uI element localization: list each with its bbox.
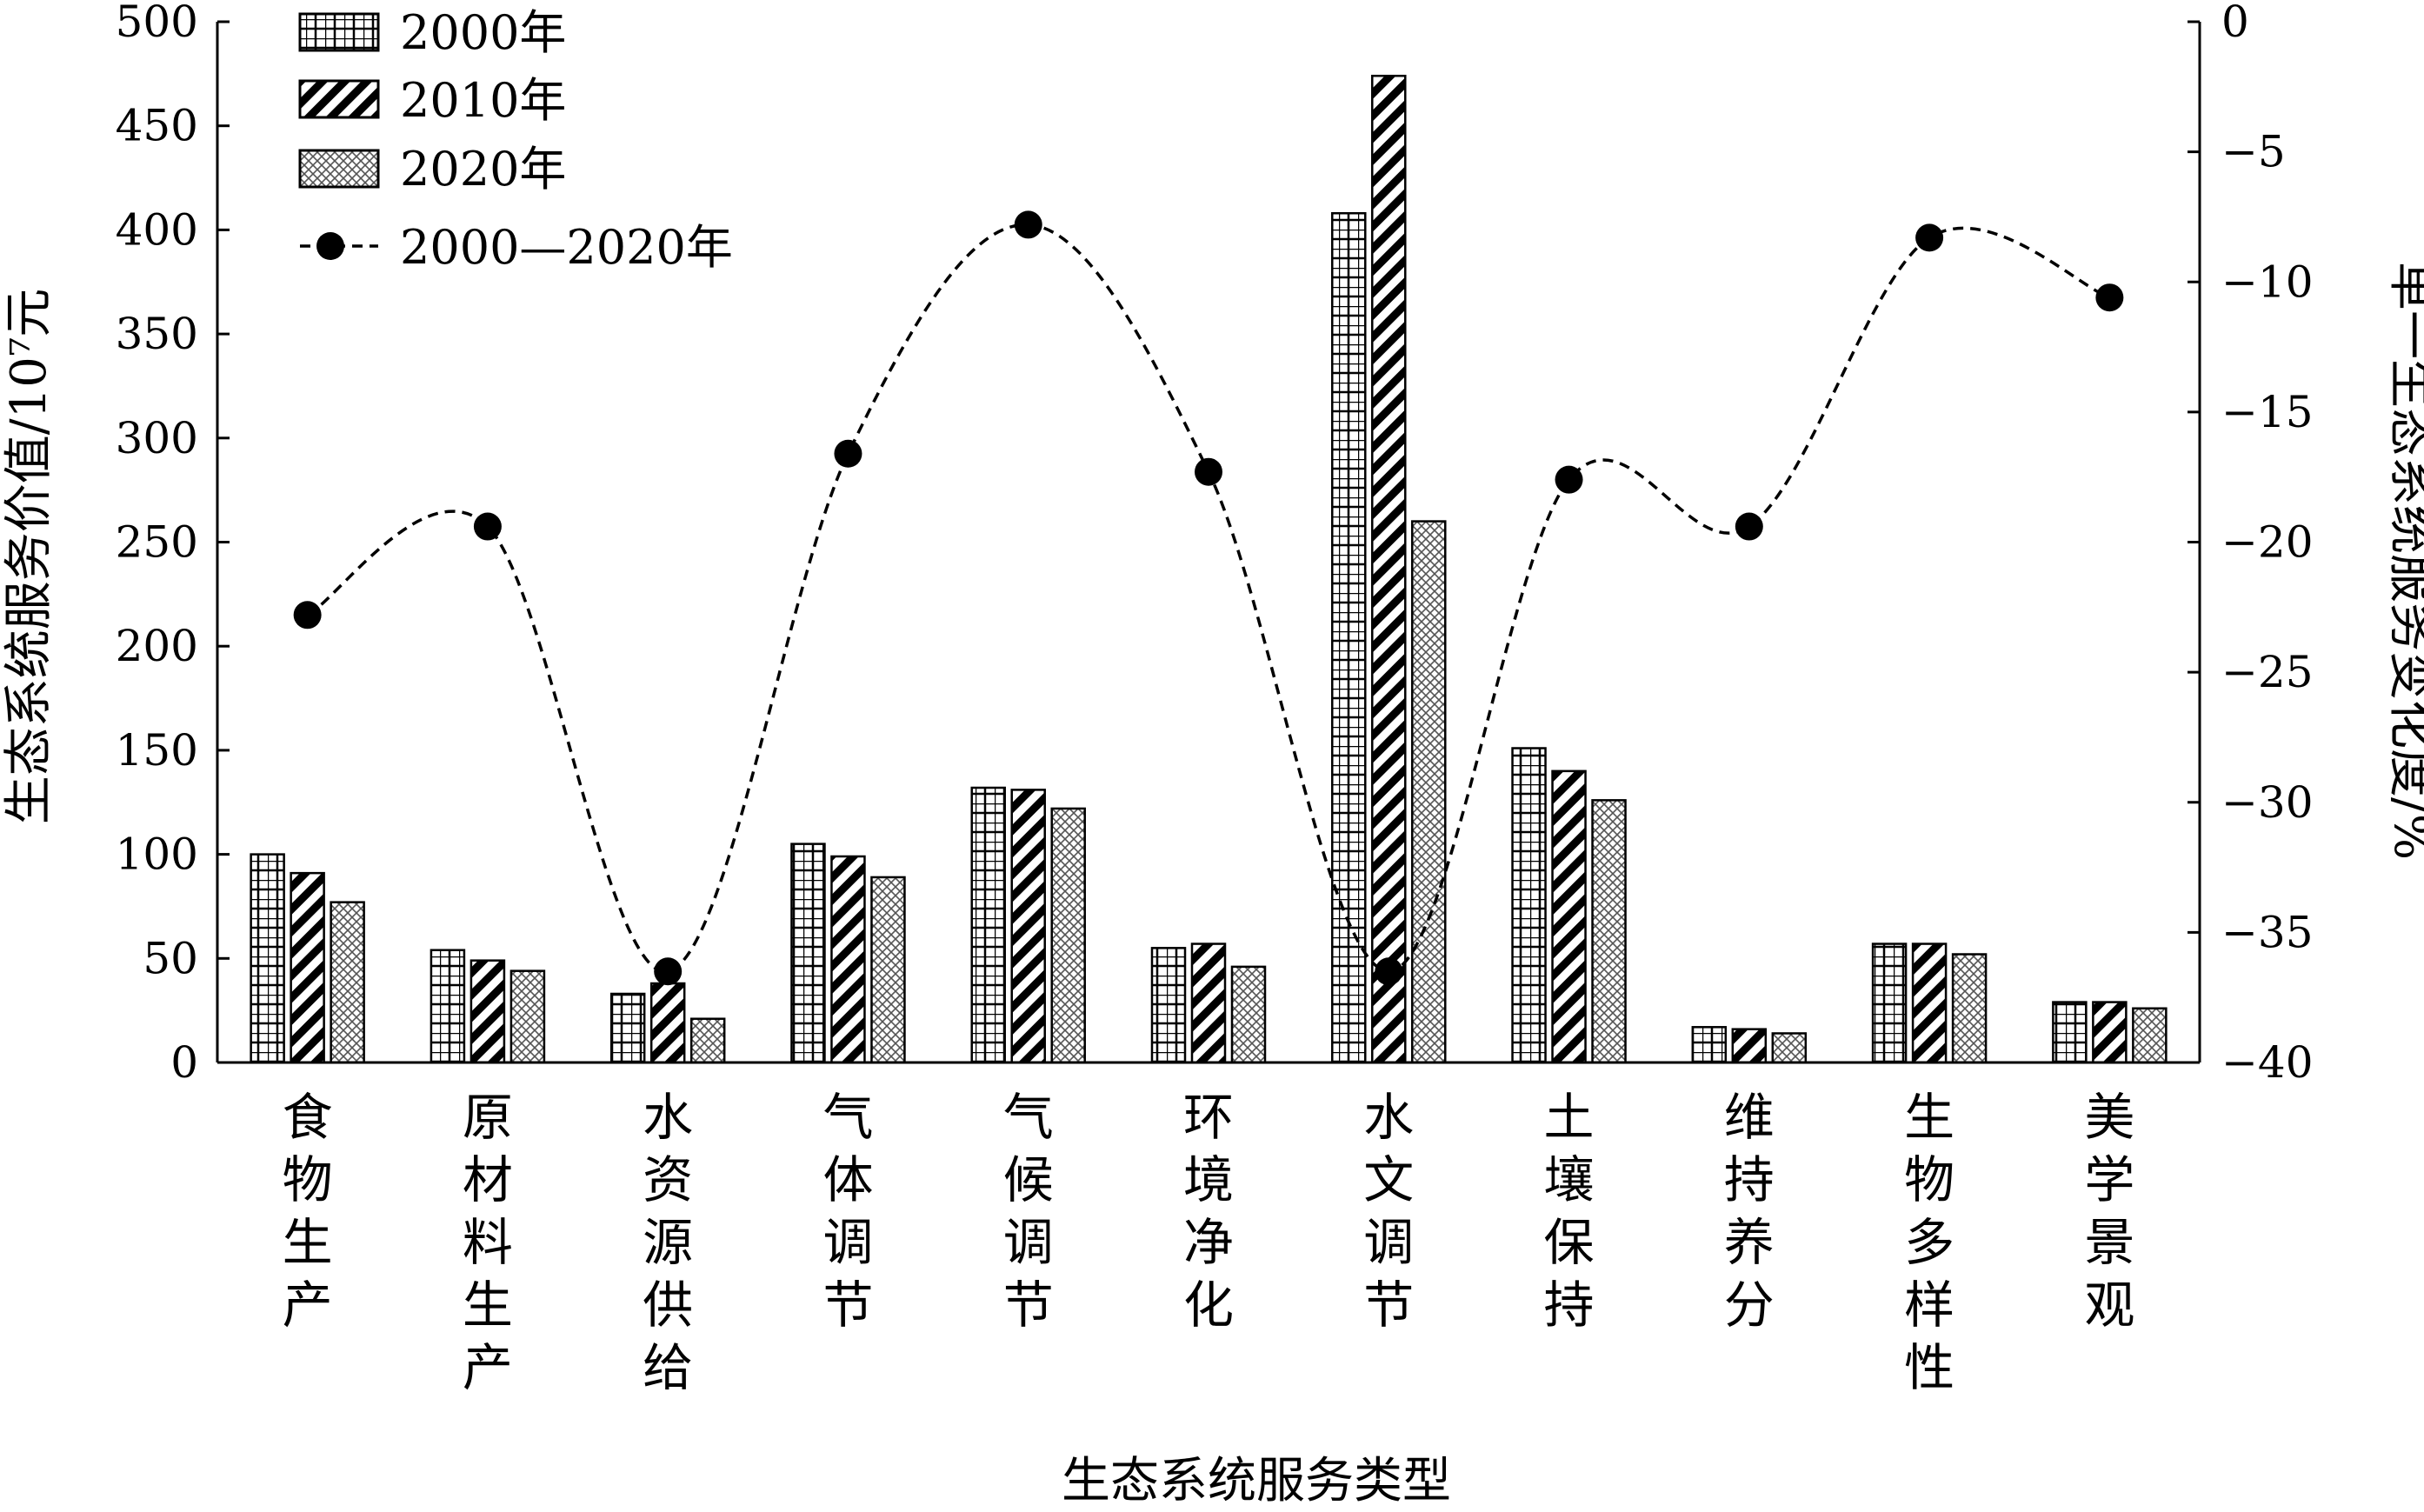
x-axis: 食物生产 原材料生产 水资源供给 气体调节 气候调节 环境净化 水文调节 土壤保持 维持养分 生物… <box>217 1061 2200 1397</box>
change-line-point <box>1375 957 1403 986</box>
x-category-label: 气体调节 <box>822 1088 873 1335</box>
left-tick-label: 150 <box>116 725 198 776</box>
legend-item-change: 2000—2020年 <box>300 220 733 275</box>
bar-2020年 <box>2132 1007 2168 1064</box>
left-tick-label: 450 <box>116 101 198 151</box>
left-tick-label: 0 <box>170 1037 198 1088</box>
left-tick-label: 350 <box>116 309 198 359</box>
legend-label-change: 2000—2020年 <box>400 220 733 275</box>
left-tick-label: 300 <box>116 413 198 463</box>
bar-2000年 <box>1691 1026 1728 1064</box>
right-tick-label: −5 <box>2221 127 2286 177</box>
change-line-path <box>306 223 2110 974</box>
bar-2000年 <box>609 992 646 1064</box>
x-category-label: 原材料生产 <box>463 1088 513 1397</box>
bar-2020年 <box>1411 520 1447 1064</box>
left-tick-label: 100 <box>116 829 198 880</box>
right-tick-label: −40 <box>2221 1037 2314 1088</box>
bar-2010年 <box>2092 1001 2128 1064</box>
bar-2000年 <box>790 843 826 1064</box>
x-category-label: 气候调节 <box>1003 1088 1054 1335</box>
bar-2000年 <box>1150 947 1187 1064</box>
change-line-point <box>473 512 502 541</box>
change-line-point <box>654 957 683 986</box>
right-tick-label: 0 <box>2221 0 2249 47</box>
x-category-label: 环境净化 <box>1183 1088 1234 1335</box>
change-line-point <box>1014 210 1042 239</box>
legend-label-2000: 2000年 <box>400 5 566 60</box>
bar-2000年 <box>1511 747 1547 1064</box>
right-tick-label: −25 <box>2221 647 2314 697</box>
change-line-point <box>1735 512 1763 541</box>
legend: 2000年 2010年 2020年 2000—2020年 <box>298 5 733 275</box>
change-line-point <box>834 439 862 468</box>
x-category-label: 美学景观 <box>2084 1088 2134 1335</box>
bar-2000年 <box>1871 943 1908 1064</box>
right-tick-label: −35 <box>2221 907 2314 957</box>
bar-2010年 <box>1551 769 1587 1064</box>
bar-series-group <box>250 74 2168 1064</box>
bar-2000年 <box>430 949 466 1064</box>
bar-2010年 <box>469 959 506 1064</box>
bar-2020年 <box>1771 1032 1808 1064</box>
legend-label-2010: 2010年 <box>400 73 566 128</box>
right-y-axis: 0 −5 −10 −15 −20 −25 −30 −35 −40 <box>2188 0 2314 1088</box>
left-tick-label: 250 <box>116 517 198 568</box>
bar-2020年 <box>509 969 546 1064</box>
right-tick-label: −20 <box>2221 517 2314 568</box>
bar-2010年 <box>1190 943 1227 1064</box>
bar-2020年 <box>1591 799 1627 1064</box>
bar-2000年 <box>250 853 285 1064</box>
bar-2000年 <box>2052 1001 2088 1064</box>
x-category-label: 生物多样性 <box>1904 1088 1955 1397</box>
left-tick-label: 50 <box>143 933 198 983</box>
bar-2020年 <box>1951 953 1988 1064</box>
right-y-axis-title: 单一生态系统服务变化度/% <box>2383 262 2424 860</box>
change-line-point <box>1195 457 1222 486</box>
x-category-label: 水资源供给 <box>643 1088 693 1397</box>
bar-2020年 <box>1050 807 1086 1064</box>
bar-2010年 <box>649 982 686 1064</box>
bar-2010年 <box>1371 74 1407 1064</box>
bar-2020年 <box>689 1017 726 1064</box>
legend-swatch-2010 <box>298 79 380 119</box>
bar-2000年 <box>1331 211 1367 1064</box>
x-category-label: 维持养分 <box>1724 1088 1775 1335</box>
legend-item-2010: 2010年 <box>298 73 566 128</box>
bar-2000年 <box>970 786 1006 1064</box>
left-y-axis: 0 50 100 150 200 250 300 350 400 450 500 <box>116 0 230 1088</box>
change-line-point <box>1555 465 1583 494</box>
x-axis-title: 生态系统服务类型 <box>1062 1453 1451 1509</box>
left-tick-label: 500 <box>116 0 198 47</box>
right-tick-label: −30 <box>2221 777 2314 828</box>
bar-2010年 <box>830 855 866 1064</box>
bar-2020年 <box>1230 965 1267 1064</box>
line-series-group <box>293 210 2124 986</box>
bar-2010年 <box>1731 1028 1768 1064</box>
right-tick-label: −10 <box>2221 256 2314 307</box>
bar-2010年 <box>1010 789 1046 1064</box>
legend-label-2020: 2020年 <box>400 142 566 196</box>
bar-2010年 <box>290 871 325 1064</box>
legend-marker-change <box>316 232 344 260</box>
legend-swatch-2020 <box>298 149 380 189</box>
x-category-label: 食物生产 <box>283 1088 333 1335</box>
change-line-point <box>2095 283 2124 312</box>
x-category-label: 土壤保持 <box>1544 1088 1595 1335</box>
legend-item-2000: 2000年 <box>298 5 566 60</box>
change-line-point <box>293 601 322 629</box>
change-line-point <box>1915 223 1944 252</box>
bar-2020年 <box>330 901 365 1064</box>
left-tick-label: 200 <box>116 621 198 671</box>
bar-2020年 <box>870 876 906 1064</box>
right-tick-label: −15 <box>2221 387 2314 437</box>
legend-swatch-2000 <box>298 12 380 52</box>
bar-2010年 <box>1911 943 1948 1064</box>
left-y-axis-title: 生态系统服务价值/10⁷元 <box>1 289 57 825</box>
left-tick-label: 400 <box>116 204 198 255</box>
x-category-label: 水文调节 <box>1363 1088 1414 1335</box>
legend-item-2020: 2020年 <box>298 142 566 196</box>
